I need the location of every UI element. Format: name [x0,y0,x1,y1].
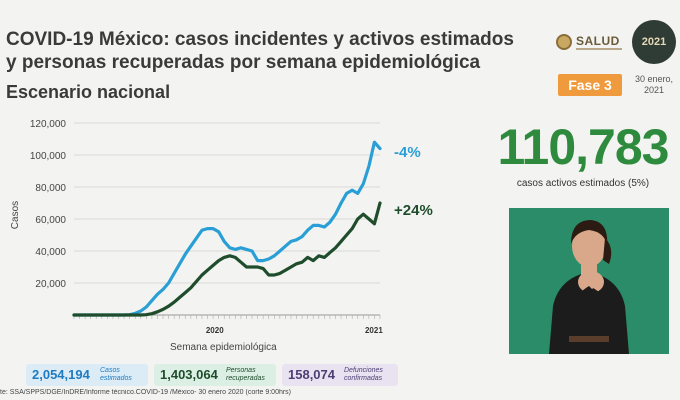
series-line-recuperadas [72,201,382,317]
y-tick-label: 40,000 [35,247,66,258]
stat-estimated-cases: 2,054,194 Casos estimados [26,364,148,386]
x-axis: 2020 2021 [73,314,383,335]
x-axis-label: Semana epidemiológica [170,342,277,353]
eagle-emblem-icon [556,34,572,50]
recovered-change-label: +24% [394,202,433,219]
y-tick-label: 20,000 [35,279,66,290]
salud-logo-underline [576,48,622,50]
y-tick-label: 80,000 [35,183,66,194]
active-cases-label: casos activos estimados (5%) [516,178,650,189]
chart-series [72,140,382,317]
source-note: te: SSA/SPPS/DGE/InDRE/Informe técnico.C… [0,389,292,396]
chart-gridlines [74,122,380,284]
interpreter-figure [509,208,669,354]
x-group-label: 2020 [206,326,224,335]
y-tick-label: 120,000 [30,119,67,130]
salud-logo-text: SALUD [576,34,620,48]
stat-label: Personas recuperadas [226,367,265,382]
stat-label: Defunciones confirmadas [344,367,383,382]
series-line-estimados [72,140,382,317]
phase-badge: Fase 3 [558,74,622,96]
y-tick-label: 60,000 [35,215,66,226]
scenario-subtitle: Escenario nacional [6,82,171,102]
y-axis-ticks: 20,000 40,000 60,000 80,000 100,000 120,000 [30,119,67,290]
sign-language-interpreter-video [509,208,669,354]
stat-deaths: 158,074 Defunciones confirmadas [282,364,398,386]
x-group-label: 2021 [365,326,383,335]
estimated-change-label: -4% [394,144,421,161]
page-title: COVID-19 México: casos incidentes y acti… [6,29,514,73]
stat-value: 1,403,064 [160,367,218,382]
stat-recovered: 1,403,064 Personas recuperadas [154,364,276,386]
stat-value: 158,074 [288,367,335,382]
active-cases-value: 110,783 [497,119,670,175]
y-tick-label: 100,000 [30,151,67,162]
y-axis-label: Casos [10,201,21,229]
cases-line-chart: 20,000 40,000 60,000 80,000 100,000 120,000 2… [10,119,383,335]
stat-value: 2,054,194 [32,367,90,382]
year-badge: 2021 [632,20,676,64]
stat-label: Casos estimados [100,367,132,382]
salud-logo: SALUD [556,30,626,60]
report-date: 30 enero, 2021 [634,74,674,95]
